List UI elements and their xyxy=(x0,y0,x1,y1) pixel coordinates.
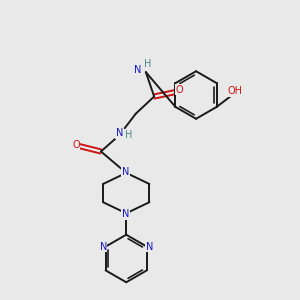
Text: OH: OH xyxy=(228,86,243,96)
Text: N: N xyxy=(100,242,107,252)
Text: N: N xyxy=(116,128,123,138)
Text: O: O xyxy=(72,140,80,150)
Text: N: N xyxy=(134,65,141,75)
Text: H: H xyxy=(124,130,132,140)
Text: H: H xyxy=(144,59,151,69)
Text: N: N xyxy=(146,242,153,252)
Text: O: O xyxy=(175,85,183,95)
Text: N: N xyxy=(122,209,129,219)
Text: N: N xyxy=(122,167,129,177)
